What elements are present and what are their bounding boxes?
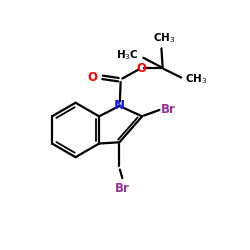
Text: H$_3$C: H$_3$C <box>116 48 139 62</box>
Text: CH$_3$: CH$_3$ <box>153 32 175 46</box>
Text: O: O <box>136 62 146 75</box>
Text: N: N <box>114 100 125 112</box>
Text: O: O <box>88 70 98 84</box>
Text: Br: Br <box>161 103 176 116</box>
Text: Br: Br <box>115 182 130 195</box>
Text: CH$_3$: CH$_3$ <box>185 72 207 86</box>
